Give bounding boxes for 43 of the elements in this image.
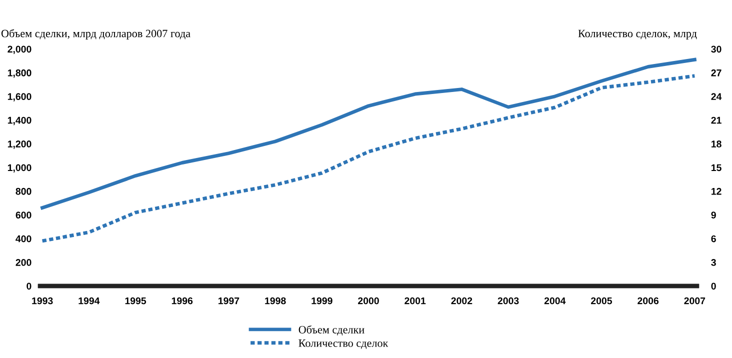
x-tick-label: 2005 [591,297,612,304]
y2-tick-label: 27 [711,69,722,76]
y-tick-label: 1,800 [8,69,32,78]
legend-label: Количество сделок [298,340,388,349]
y-tick-label: 1,200 [8,140,32,149]
y2-tick-label: 6 [711,235,716,242]
y2-tick-label: 12 [712,188,722,195]
y-tick-label: 1,400 [8,116,32,126]
x-tick-label: 1993 [32,297,53,304]
x-tick-label: 2004 [544,297,566,304]
y-axis-title: Объем сделки, млрд долларов 2007 года [1,29,190,40]
y-tick-label: 0 [26,282,32,290]
y2-tick-label: 18 [712,140,722,148]
y2-tick-label: 9 [711,212,716,219]
y-tick-label: 800 [16,188,32,195]
line-series [40,58,696,210]
x-tick-label: 1994 [78,297,100,304]
y-tick-label: 200 [16,259,32,266]
line-series [40,74,696,243]
y-tick-label: 400 [16,235,32,242]
y2-tick-label: 0 [711,282,716,290]
x-tick-label: 1995 [125,297,146,304]
y-tick-label: 1,600 [8,93,32,102]
y2-tick-label: 30 [711,46,722,53]
x-tick-label: 2006 [638,297,659,304]
x-tick-label: 2000 [358,297,379,304]
y2-tick-label: 3 [711,259,716,266]
x-tick-label: 1996 [172,297,193,304]
x-tick-label: 1998 [265,297,286,304]
y-tick-label: 1,000 [8,164,32,173]
x-tick-label: 2002 [451,297,472,304]
x-tick-label: 2001 [404,297,426,304]
y-tick-label: 600 [16,212,32,219]
x-tick-label: 1999 [312,297,332,304]
y2-tick-label: 21 [711,116,722,124]
legend-label: Объем сделки [298,325,364,336]
x-tick-label: 2003 [498,297,519,304]
y2-axis-title: Количество сделок, млрд [578,30,697,40]
x-tick-label: 1997 [218,297,240,304]
x-tick-label: 2007 [684,297,706,304]
y-tick-label: 2,000 [8,46,32,54]
y2-tick-label: 15 [712,164,722,172]
y2-tick-label: 24 [711,93,722,100]
